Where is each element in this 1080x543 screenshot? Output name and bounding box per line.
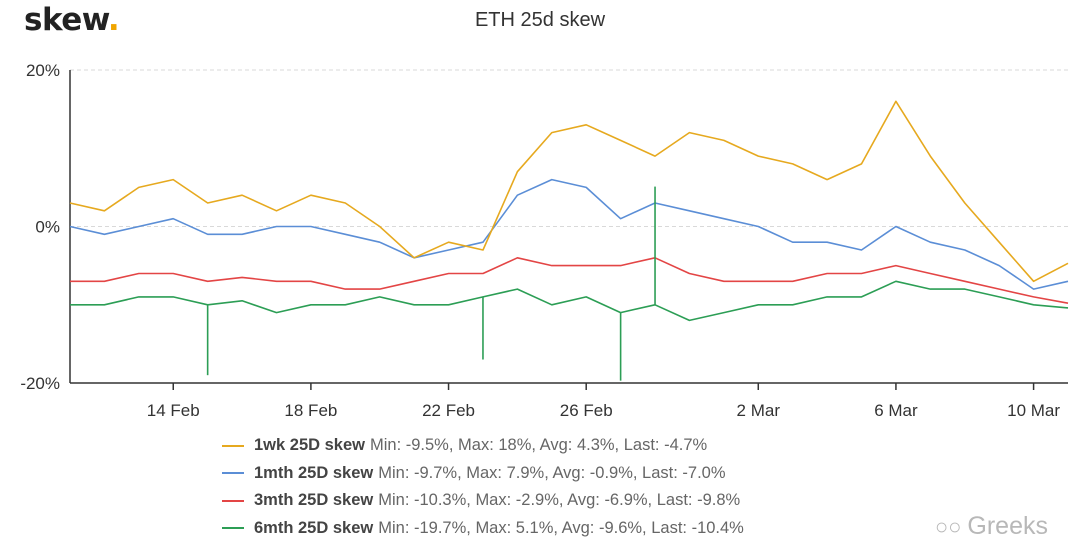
x-tick-label: 2 Mar [737, 401, 781, 420]
legend-series-stats: Min: -9.7%, Max: 7.9%, Avg: -0.9%, Last:… [378, 463, 726, 482]
logo-dot: . [107, 2, 120, 38]
x-tick-label: 10 Mar [1007, 401, 1060, 420]
series-line-3mth [70, 256, 1069, 304]
series-line-1wk [69, 100, 1069, 283]
x-tick-label: 18 Feb [284, 401, 337, 420]
logo-text: skew [24, 2, 108, 38]
skew-logo: skew. [24, 2, 120, 38]
legend-series-name: 6mth 25D skew [254, 518, 374, 537]
watermark-text: Greeks [967, 512, 1048, 540]
chart-title: ETH 25d skew [474, 9, 606, 31]
legend-series-name: 3mth 25D skew [254, 491, 374, 510]
y-tick-label: 0% [35, 218, 60, 237]
series-line-1mth [69, 178, 1069, 290]
legend-swatch [222, 527, 244, 530]
x-tick-label: 22 Feb [422, 401, 475, 420]
y-tick-label: 20% [26, 61, 60, 80]
series-line-6mth [70, 280, 1069, 322]
x-tick-label: 6 Mar [874, 401, 918, 420]
legend-swatch [222, 472, 244, 475]
y-tick-label: -20% [20, 374, 60, 393]
legend-series-stats: Min: -10.3%, Max: -2.9%, Avg: -6.9%, Las… [378, 491, 741, 510]
watermark: ○○ Greeks [935, 512, 1048, 541]
legend-series-name: 1wk 25D skew [254, 436, 365, 455]
x-tick-label: 14 Feb [147, 401, 200, 420]
legend-item-1mth[interactable]: 1mth 25D skew Min: -9.7%, Max: 7.9%, Avg… [222, 460, 744, 488]
legend-series-stats: Min: -19.7%, Max: 5.1%, Avg: -9.6%, Last… [378, 518, 744, 537]
wechat-icon: ○○ [934, 513, 962, 539]
legend-swatch [222, 444, 244, 447]
legend-item-1wk[interactable]: 1wk 25D skew Min: -9.5%, Max: 18%, Avg: … [222, 432, 744, 460]
legend-series-name: 1mth 25D skew [254, 463, 374, 482]
x-tick-label: 26 Feb [560, 401, 613, 420]
legend-series-stats: Min: -9.5%, Max: 18%, Avg: 4.3%, Last: -… [370, 436, 708, 455]
legend-item-3mth[interactable]: 3mth 25D skew Min: -10.3%, Max: -2.9%, A… [222, 487, 744, 515]
legend-item-6mth[interactable]: 6mth 25D skew Min: -19.7%, Max: 5.1%, Av… [222, 515, 744, 543]
legend-swatch [222, 499, 244, 502]
legend: 1wk 25D skew Min: -9.5%, Max: 18%, Avg: … [222, 432, 744, 542]
